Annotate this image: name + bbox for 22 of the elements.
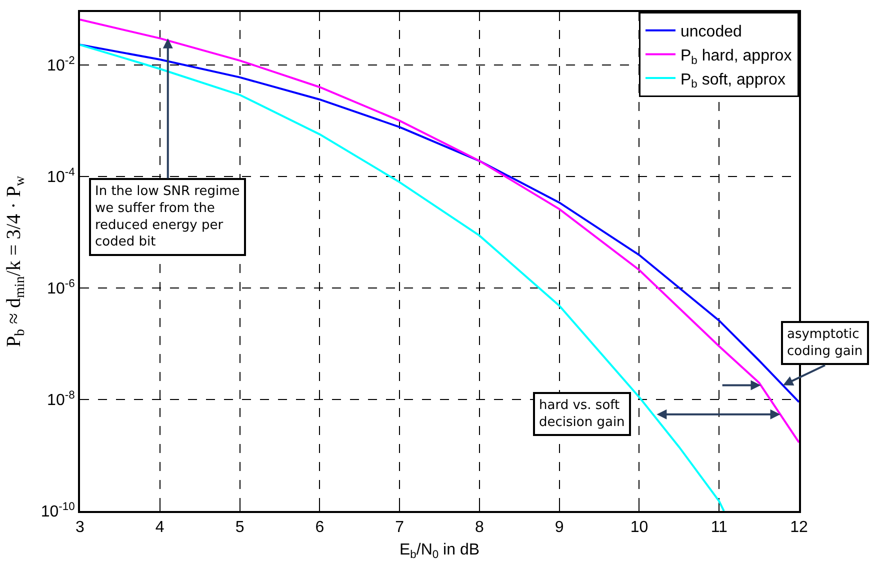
legend-label: P$_{b}$ hard, approx (680, 47, 792, 67)
annotation: asymptotic coding gain (787, 327, 863, 359)
legend-label: uncoded (680, 24, 742, 41)
legend-label: P$_{b}$ soft, approx (680, 71, 786, 91)
x-axis-title: E$_{b}$/N$_{0}$ in dB (399, 541, 480, 561)
y-tick-label: 10$^{-8}$ (47, 389, 75, 410)
y-tick-label: 10$^{-10}$ (40, 500, 75, 521)
annotation: hard vs. soft decision gain (539, 398, 625, 430)
x-tick-label: 12 (790, 519, 808, 536)
x-tick-label: 7 (395, 519, 404, 536)
x-tick-label: 9 (554, 519, 564, 536)
y-tick-label: 10$^{-2}$ (47, 54, 75, 75)
x-tick-label: 11 (710, 519, 728, 536)
annotation: In the low SNR regime we suffer from the reduced energy per coded bit (95, 184, 240, 250)
x-tick-label: 6 (315, 519, 324, 536)
y-tick-label: 10$^{-4}$ (47, 166, 75, 186)
x-tick-label: 8 (474, 519, 484, 536)
x-tick-label: 3 (76, 519, 85, 536)
x-tick-label: 10 (630, 519, 648, 536)
x-tick-label: 4 (155, 519, 164, 536)
x-tick-label: 5 (235, 519, 244, 536)
y-tick-label: 10$^{-6}$ (47, 278, 75, 298)
